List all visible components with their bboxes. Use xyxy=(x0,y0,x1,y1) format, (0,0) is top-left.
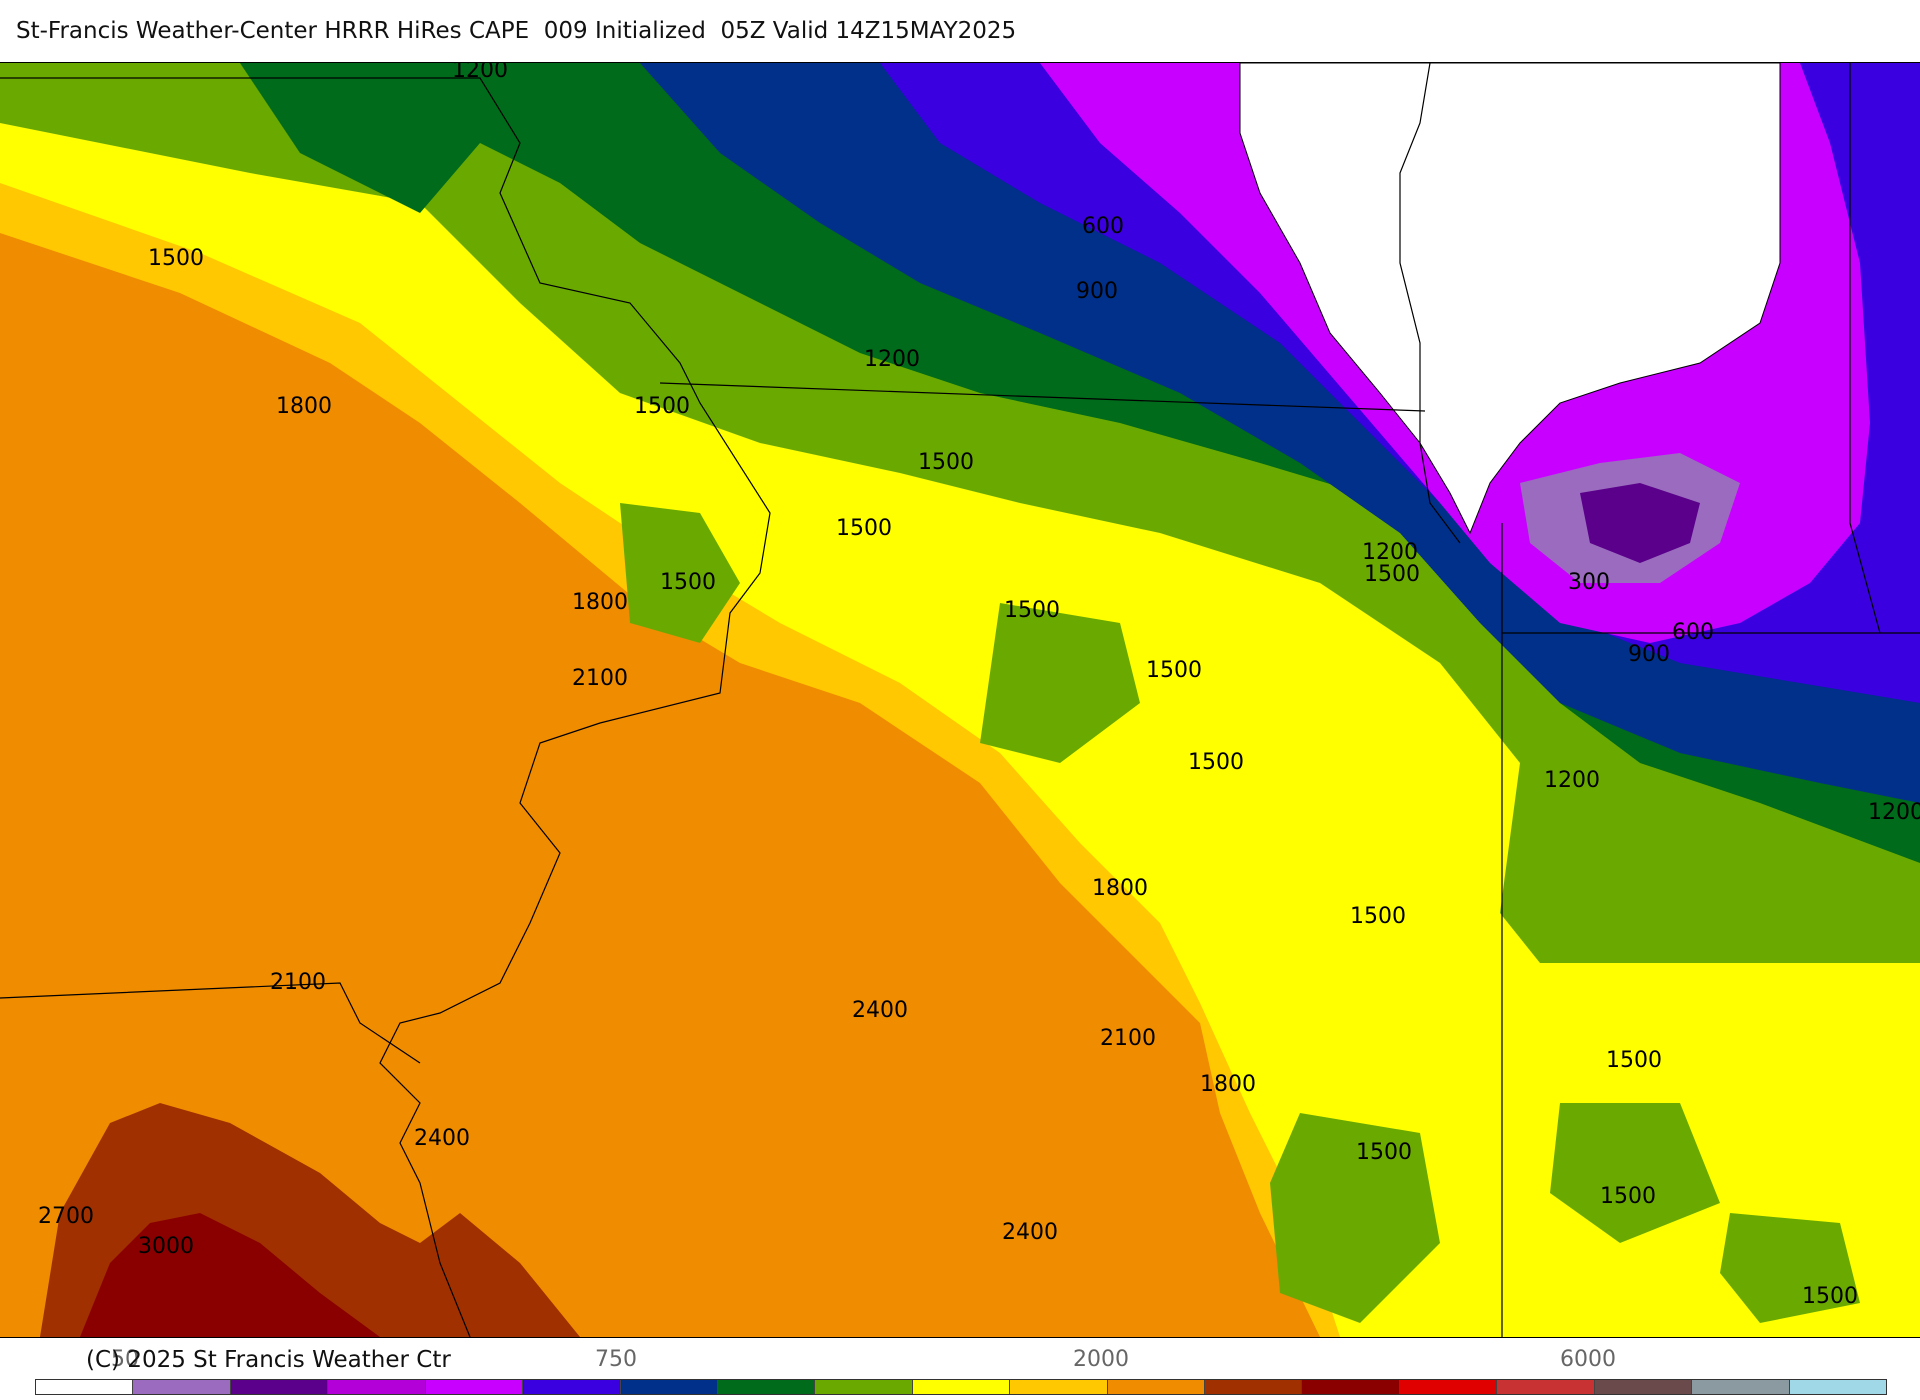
state-borders xyxy=(0,63,1920,1337)
legend-tick-label: 50 xyxy=(111,1347,139,1372)
legend-tick-label: 750 xyxy=(595,1347,637,1372)
contour-label: 2400 xyxy=(852,998,908,1023)
legend-swatch xyxy=(1205,1380,1303,1394)
contour-label: 600 xyxy=(1082,214,1124,239)
color-legend: 50 750 2000 6000 xyxy=(35,1347,1887,1397)
legend-swatch xyxy=(1789,1380,1887,1394)
cape-band-1200-patch xyxy=(620,503,1860,1323)
contour-label: 1500 xyxy=(1004,598,1060,623)
contour-label: 1500 xyxy=(660,570,716,595)
legend-swatch xyxy=(328,1380,426,1394)
legend-swatch xyxy=(133,1380,231,1394)
contour-label: 1200 xyxy=(1544,768,1600,793)
contour-labels: 1200 1500 1800 600 900 1200 1500 1500 15… xyxy=(38,63,1920,1309)
contour-label: 3000 xyxy=(138,1234,194,1259)
legend-swatch xyxy=(36,1380,134,1394)
legend-swatch xyxy=(912,1380,1011,1394)
legend-swatch xyxy=(1010,1380,1108,1394)
contour-label: 2100 xyxy=(270,970,326,995)
legend-swatch xyxy=(1302,1380,1400,1394)
map-title: St-Francis Weather-Center HRRR HiRes CAP… xyxy=(16,18,1017,44)
contour-label: 1800 xyxy=(572,590,628,615)
contour-label: 1500 xyxy=(1356,1140,1412,1165)
legend-swatch xyxy=(1107,1380,1206,1394)
contour-label: 1500 xyxy=(634,394,690,419)
contour-label: 600 xyxy=(1672,620,1714,645)
copyright-text: (C) 2025 St Francis Weather Ctr xyxy=(86,1347,451,1373)
contour-label: 1800 xyxy=(1200,1072,1256,1097)
contour-label: 300 xyxy=(1568,570,1610,595)
contour-label: 1800 xyxy=(1092,876,1148,901)
contour-label: 1500 xyxy=(148,246,204,271)
cape-band-2700 xyxy=(80,1213,380,1337)
contour-label: 1500 xyxy=(1606,1048,1662,1073)
contour-label: 2100 xyxy=(572,666,628,691)
cape-contour-map: 1200 1500 1800 600 900 1200 1500 1500 15… xyxy=(0,63,1920,1337)
legend-swatch xyxy=(1594,1380,1693,1394)
contour-label: 1500 xyxy=(918,450,974,475)
contour-label: 2100 xyxy=(1100,1026,1156,1051)
cape-band-lowest xyxy=(1580,483,1700,563)
contour-label: 1200 xyxy=(864,347,920,372)
contour-label: 1500 xyxy=(1600,1184,1656,1209)
contour-label: 1200 xyxy=(452,63,508,83)
contour-label: 1500 xyxy=(1350,904,1406,929)
lake-michigan xyxy=(1239,63,1781,535)
contour-label: 1500 xyxy=(1802,1284,1858,1309)
contour-label: 1200 xyxy=(1362,540,1418,565)
cape-map: 1200 1500 1800 600 900 1200 1500 1500 15… xyxy=(0,62,1920,1338)
contour-label: 900 xyxy=(1628,642,1670,667)
legend-swatch xyxy=(230,1380,329,1394)
contour-label: 1800 xyxy=(276,394,332,419)
legend-swatch xyxy=(1497,1380,1595,1394)
legend-color-bar xyxy=(35,1379,1887,1395)
legend-swatch xyxy=(620,1380,718,1394)
legend-swatch xyxy=(1692,1380,1790,1394)
contour-label: 1500 xyxy=(836,516,892,541)
contour-label: 900 xyxy=(1076,279,1118,304)
contour-label: 1500 xyxy=(1146,658,1202,683)
contour-label: 2700 xyxy=(38,1204,94,1229)
contour-label: 1500 xyxy=(1188,750,1244,775)
legend-tick-label: 6000 xyxy=(1560,1347,1616,1372)
legend-swatch xyxy=(1399,1380,1498,1394)
legend-swatch xyxy=(425,1380,524,1394)
contour-label: 2400 xyxy=(1002,1220,1058,1245)
legend-swatch xyxy=(815,1380,913,1394)
legend-swatch xyxy=(523,1380,621,1394)
contour-label: 2400 xyxy=(414,1126,470,1151)
contour-label: 1200 xyxy=(1868,800,1920,825)
legend-tick-label: 2000 xyxy=(1073,1347,1129,1372)
contour-label: 1500 xyxy=(1364,562,1420,587)
legend-swatch xyxy=(717,1380,816,1394)
